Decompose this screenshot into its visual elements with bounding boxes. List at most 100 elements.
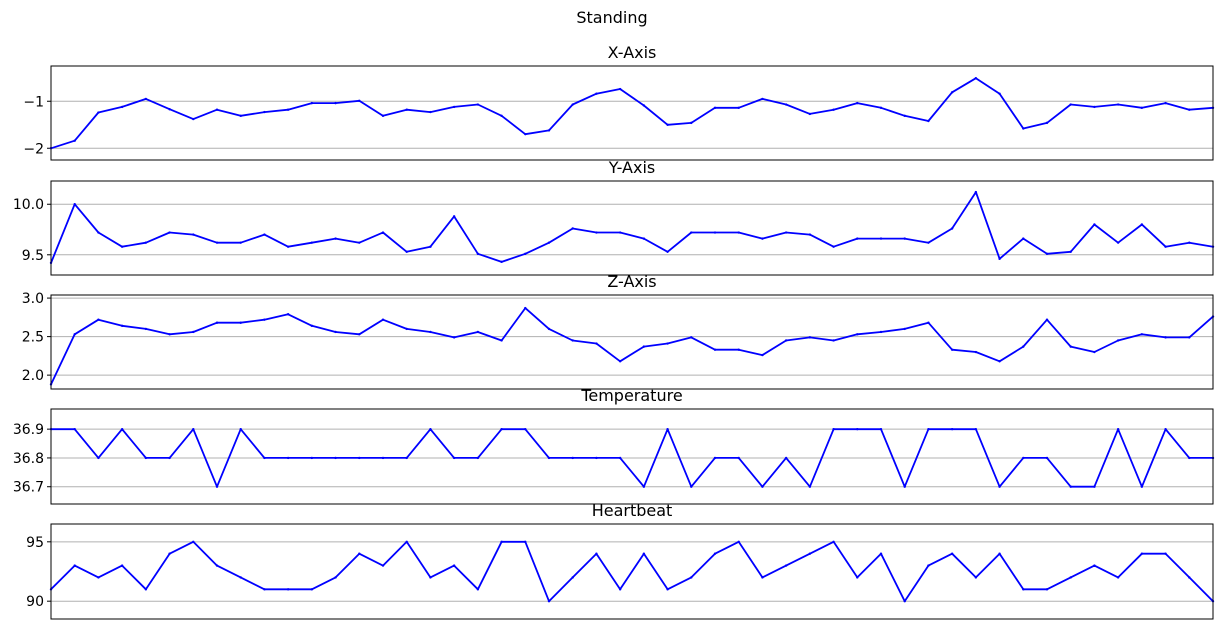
data-point <box>832 339 835 342</box>
data-point <box>358 333 361 336</box>
data-point <box>903 237 906 240</box>
data-point <box>784 456 788 460</box>
data-point <box>476 588 480 591</box>
data-point <box>120 245 124 248</box>
data-point <box>192 427 195 431</box>
data-point <box>879 552 883 555</box>
data-point <box>452 105 456 109</box>
data-point <box>1045 121 1049 125</box>
data-point <box>358 99 361 102</box>
data-point <box>97 456 100 460</box>
panel-3: Temperature 36.7 36.8 36.9 <box>13 386 1215 505</box>
data-point <box>215 321 219 324</box>
series-line <box>51 428 1213 488</box>
data-point <box>666 588 669 591</box>
data-point <box>903 327 906 331</box>
panel-2: Z-Axis 2.0 2.5 3.0 <box>22 272 1215 390</box>
data-point <box>500 339 503 342</box>
data-point <box>1116 103 1120 106</box>
y-tick-label: 10.0 <box>13 197 44 213</box>
plot-frame <box>50 180 1214 276</box>
data-point <box>73 427 76 431</box>
data-point <box>429 330 432 334</box>
data-point <box>500 540 503 544</box>
data-point <box>1069 345 1072 348</box>
data-point <box>713 348 717 351</box>
data-point <box>215 485 219 488</box>
data-point <box>1093 105 1096 109</box>
data-point <box>856 237 859 240</box>
data-point <box>1093 350 1096 354</box>
data-point <box>1045 318 1049 321</box>
data-point <box>215 241 219 244</box>
data-point <box>642 552 646 555</box>
data-point <box>452 564 456 567</box>
plot-frame <box>50 408 1214 505</box>
data-point <box>168 231 171 234</box>
data-point <box>215 564 219 567</box>
data-point <box>666 250 669 253</box>
data-point <box>381 456 385 460</box>
data-point <box>547 456 551 460</box>
data-point <box>690 121 693 125</box>
data-point <box>808 485 812 488</box>
data-point <box>239 576 242 579</box>
data-point <box>1093 564 1096 567</box>
data-point <box>1140 552 1144 555</box>
data-point <box>832 540 835 544</box>
data-point <box>1116 241 1120 244</box>
data-point <box>761 97 764 101</box>
data-point <box>239 427 242 431</box>
data-point <box>998 257 1001 261</box>
data-point <box>500 114 503 118</box>
data-point <box>476 103 480 106</box>
data-point <box>713 456 717 460</box>
data-point <box>618 231 622 234</box>
panel-title: Temperature <box>580 386 682 405</box>
data-point <box>927 241 930 244</box>
data-point <box>784 231 788 234</box>
data-point <box>571 339 574 342</box>
data-point <box>334 456 337 460</box>
data-point <box>1188 456 1191 460</box>
data-point <box>974 77 978 80</box>
data-point <box>761 485 764 488</box>
data-point <box>405 108 408 111</box>
data-point <box>73 564 76 567</box>
data-point <box>1140 333 1144 336</box>
panel-1: Y-Axis 9.5 10.0 <box>13 158 1215 276</box>
data-point <box>713 552 717 555</box>
data-point <box>737 456 740 460</box>
data-point <box>358 456 361 460</box>
data-point <box>73 333 76 336</box>
data-point <box>666 342 669 345</box>
panel-0: X-Axis −2 −1 <box>23 43 1215 161</box>
data-point <box>713 106 717 110</box>
data-point <box>761 576 764 579</box>
data-point <box>263 233 266 236</box>
data-point <box>358 241 361 244</box>
data-point <box>524 540 527 544</box>
data-point <box>618 360 622 363</box>
data-point <box>642 485 646 488</box>
data-point <box>547 327 551 331</box>
data-point <box>1045 588 1049 591</box>
data-point <box>192 540 195 544</box>
data-point <box>595 342 598 345</box>
data-point <box>974 576 978 579</box>
data-point <box>334 237 337 240</box>
data-point <box>879 106 883 110</box>
data-point <box>856 101 859 105</box>
data-point <box>524 132 527 136</box>
data-point <box>998 552 1001 555</box>
data-point <box>571 576 574 579</box>
data-point <box>263 318 266 321</box>
data-point <box>1069 250 1072 253</box>
data-point <box>310 241 314 244</box>
data-point <box>808 552 812 555</box>
data-point <box>761 237 764 240</box>
data-point <box>595 552 598 555</box>
data-point <box>784 564 788 567</box>
data-point <box>737 106 740 110</box>
data-point <box>784 339 788 342</box>
